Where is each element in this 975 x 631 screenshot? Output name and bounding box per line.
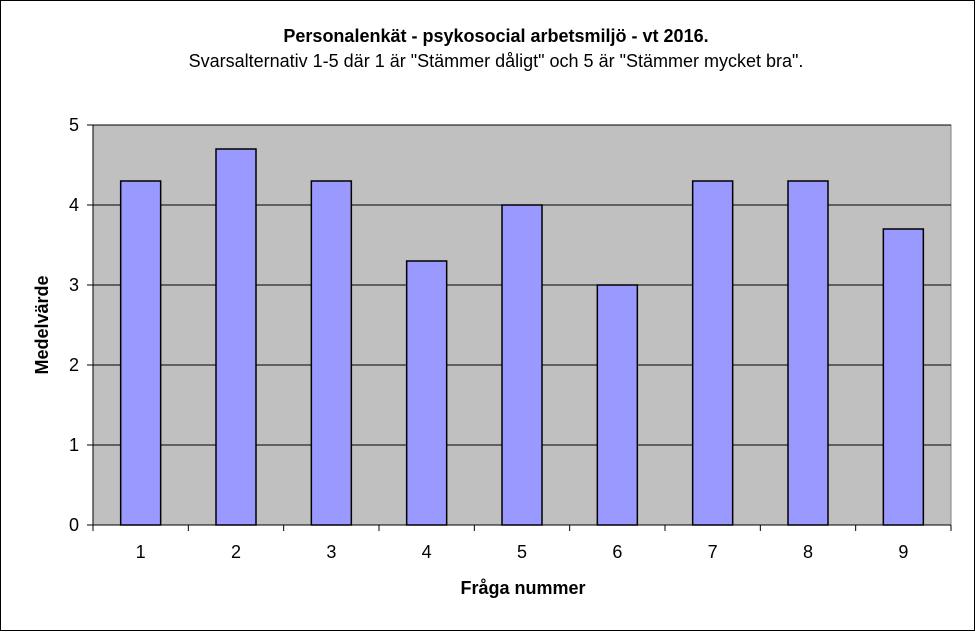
x-axis-label: Fråga nummer [460,578,585,598]
bar-2 [215,148,257,526]
y-tick-label: 3 [69,275,79,295]
y-tick-label: 5 [69,115,79,135]
x-tick-label: 8 [803,542,813,562]
x-tick-label: 3 [326,542,336,562]
y-tick-label: 1 [69,435,79,455]
chart-subtitle: Svarsalternativ 1-5 där 1 är "Stämmer då… [189,51,804,71]
x-tick-label: 5 [517,542,527,562]
x-tick-label: 4 [422,542,432,562]
bar-1 [119,180,162,526]
bar-5 [501,204,543,526]
x-tick-label: 2 [231,542,241,562]
bar-4 [405,260,448,526]
x-tick-label: 7 [708,542,718,562]
x-tick-label: 9 [898,542,908,562]
x-tick-label: 6 [612,542,622,562]
bar-9 [882,228,925,526]
x-axis: 1 2 3 4 5 6 7 8 9 [92,524,952,562]
bar-3 [310,180,353,526]
y-tick-label: 4 [69,195,79,215]
bar-7 [691,180,734,526]
bars [119,148,925,526]
chart-title: Personalenkät - psykosocial arbetsmiljö … [283,26,708,46]
bar-6 [596,284,639,526]
bar-8 [787,180,829,526]
y-axis-label: Medelvärde [32,275,52,374]
y-tick-label: 2 [69,355,79,375]
x-tick-label: 1 [136,542,146,562]
y-axis: 0 1 2 3 4 5 [69,115,94,535]
y-tick-label: 0 [69,515,79,535]
